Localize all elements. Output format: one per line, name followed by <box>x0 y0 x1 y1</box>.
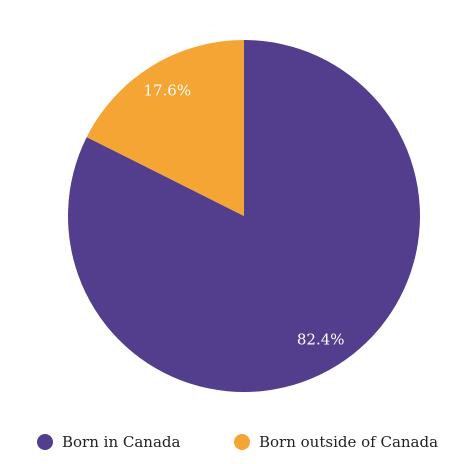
slice-label: 82.4% <box>297 330 345 348</box>
legend-swatch <box>234 434 250 450</box>
legend-swatch <box>37 434 53 450</box>
pie-slice <box>86 40 245 216</box>
pie-slice <box>68 40 421 392</box>
legend-label: Born outside of Canada <box>259 433 438 451</box>
slice-label: 17.6% <box>143 82 191 100</box>
legend-label: Born in Canada <box>62 433 181 451</box>
